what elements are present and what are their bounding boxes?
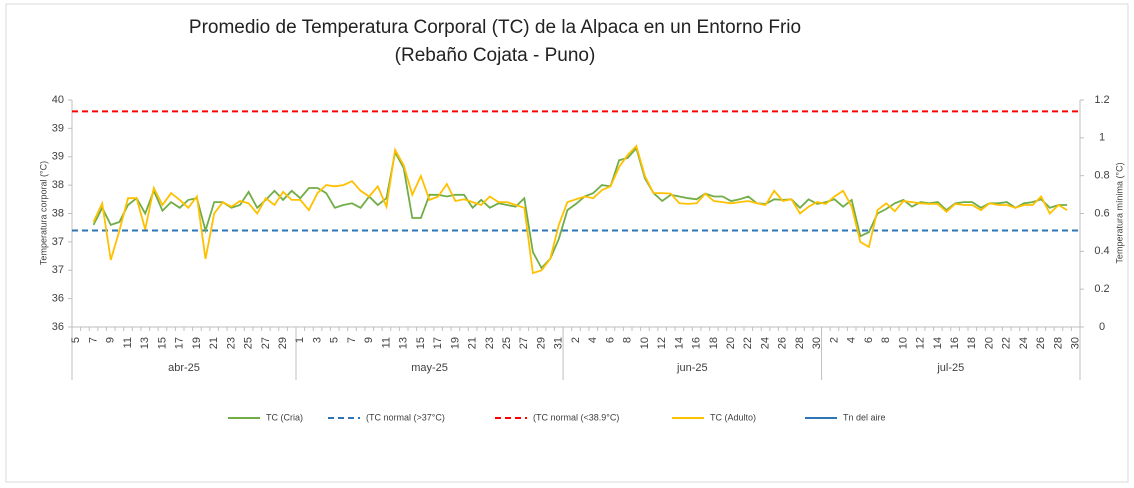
x-tick-label: 22: [1001, 337, 1013, 349]
y-tick-label: 37: [52, 236, 64, 248]
chart-title: Promedio de Temperatura Corporal (TC) de…: [189, 17, 801, 38]
x-tick-label: 14: [932, 337, 944, 349]
x-tick-label: 8: [622, 337, 634, 343]
x-tick-label: 26: [777, 337, 789, 349]
x-tick-label: 9: [363, 337, 375, 343]
x-tick-label: 3: [311, 337, 323, 343]
legend-label: Tn del aire: [843, 412, 886, 422]
x-tick-label: 18: [708, 337, 720, 349]
x-tick-label: 30: [1070, 337, 1082, 349]
x-tick-label: 10: [639, 337, 651, 349]
y-tick-label: 39: [52, 151, 64, 163]
x-tick-label: 21: [467, 337, 479, 349]
y2-axis-label: Temperatura mínima (°C): [1114, 162, 1124, 263]
x-tick-label: 6: [604, 337, 616, 343]
chart-frame: [5, 3, 1129, 483]
x-tick-label: 2: [570, 337, 582, 343]
x-tick-label: 19: [191, 337, 203, 349]
x-tick-label: 11: [380, 337, 392, 348]
x-tick-label: 28: [794, 337, 806, 349]
legend-label: TC (Cria): [266, 412, 303, 422]
x-tick-label: 15: [415, 337, 427, 349]
x-tick-label: 20: [725, 337, 737, 349]
x-tick-label: 12: [656, 337, 668, 349]
y2-tick-label: 1.2: [1094, 94, 1109, 106]
x-tick-label: 25: [243, 337, 255, 349]
x-tick-label: 21: [208, 337, 220, 349]
x-tick-label: 9: [105, 337, 117, 343]
x-tick-label: 23: [225, 337, 237, 349]
month-label: abr-25: [168, 362, 200, 374]
x-tick-label: 8: [880, 337, 892, 343]
x-tick-label: 13: [398, 337, 410, 349]
y-tick-label: 40: [52, 94, 64, 106]
x-tick-label: 25: [501, 337, 513, 349]
y-tick-label: 38: [52, 207, 64, 219]
x-tick-label: 12: [915, 337, 927, 349]
x-tick-label: 24: [1018, 337, 1030, 349]
y2-tick-label: 1: [1099, 132, 1105, 144]
x-tick-label: 29: [535, 337, 547, 349]
x-tick-label: 2: [828, 337, 840, 343]
y-axis-label: Temperatura corporal (°C): [38, 161, 48, 265]
x-tick-label: 16: [691, 337, 703, 349]
x-tick-label: 15: [156, 337, 168, 349]
x-tick-label: 5: [70, 337, 82, 343]
x-tick-label: 7: [346, 337, 358, 343]
y2-tick-label: 0.8: [1094, 170, 1109, 182]
x-tick-label: 28: [1052, 337, 1064, 349]
x-tick-label: 14: [673, 337, 685, 349]
x-tick-label: 5: [329, 337, 341, 343]
x-tick-label: 4: [846, 337, 858, 343]
x-tick-label: 6: [863, 337, 875, 343]
y2-tick-label: 0: [1099, 321, 1105, 333]
x-tick-label: 16: [949, 337, 961, 349]
y-tick-label: 37: [52, 264, 64, 276]
x-tick-label: 13: [139, 337, 151, 349]
x-tick-label: 20: [983, 337, 995, 349]
x-tick-label: 17: [174, 337, 186, 349]
y-tick-label: 38: [52, 179, 64, 191]
x-tick-label: 29: [277, 337, 289, 349]
month-label: jun-25: [676, 362, 708, 374]
x-tick-label: 27: [518, 337, 530, 349]
y-tick-label: 36: [52, 321, 64, 333]
x-tick-label: 24: [759, 337, 771, 349]
x-tick-label: 23: [484, 337, 496, 349]
y2-tick-label: 0.6: [1094, 207, 1109, 219]
x-tick-label: 18: [966, 337, 978, 349]
chart-subtitle: (Rebaño Cojata - Puno): [395, 45, 596, 66]
y-tick-label: 39: [52, 122, 64, 134]
legend-label: (TC normal (>37°C): [366, 412, 445, 422]
series-line: [92, 144, 1068, 275]
x-tick-label: 7: [87, 337, 99, 343]
x-tick-label: 1: [294, 337, 306, 343]
y-tick-label: 36: [52, 293, 64, 305]
x-tick-label: 11: [122, 337, 134, 348]
x-tick-label: 19: [449, 337, 461, 349]
x-tick-label: 27: [260, 337, 272, 349]
x-tick-label: 30: [811, 337, 823, 349]
x-tick-label: 4: [587, 337, 599, 343]
y2-tick-label: 0.4: [1094, 245, 1109, 257]
x-tick-label: 26: [1035, 337, 1047, 349]
month-label: may-25: [411, 362, 448, 374]
x-tick-label: 22: [742, 337, 754, 349]
x-tick-label: 31: [553, 337, 565, 349]
month-label: jul-25: [936, 362, 964, 374]
x-tick-label: 10: [897, 337, 909, 349]
legend-label: (TC normal (<38.9°C): [533, 412, 619, 422]
x-tick-label: 17: [432, 337, 444, 349]
y2-tick-label: 0.2: [1094, 283, 1109, 295]
legend-label: TC (Adulto): [710, 412, 756, 422]
